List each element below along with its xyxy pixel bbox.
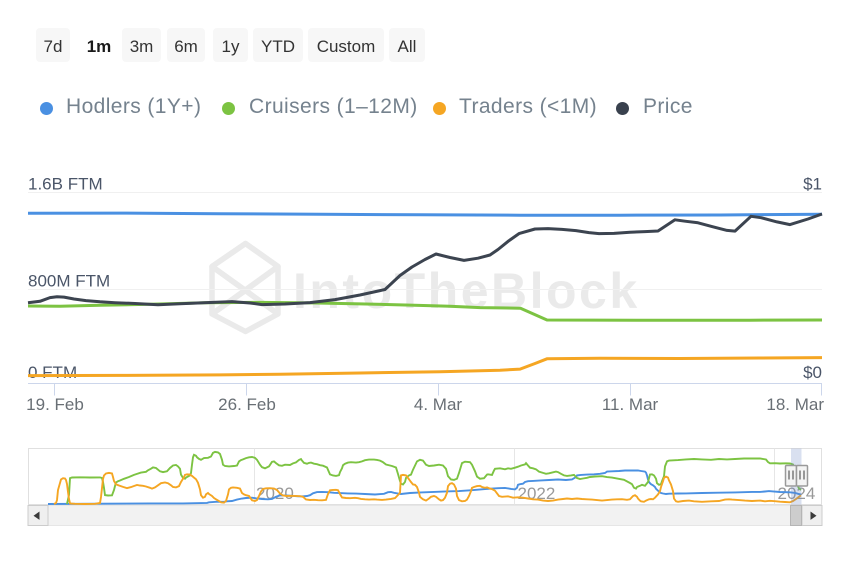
svg-text:800M FTM: 800M FTM (28, 272, 110, 291)
svg-text:1.6B FTM: 1.6B FTM (28, 175, 103, 194)
svg-text:2020: 2020 (256, 484, 294, 503)
svg-text:11. Mar: 11. Mar (602, 395, 659, 414)
svg-text:$1: $1 (803, 175, 822, 194)
svg-text:$0: $0 (803, 363, 822, 382)
svg-text:4. Mar: 4. Mar (414, 395, 463, 414)
svg-text:18. Mar: 18. Mar (766, 395, 824, 414)
svg-text:IntoTheBlock: IntoTheBlock (293, 263, 640, 319)
svg-text:0 FTM: 0 FTM (28, 363, 77, 382)
svg-text:26. Feb: 26. Feb (218, 395, 276, 414)
svg-text:19. Feb: 19. Feb (26, 395, 84, 414)
